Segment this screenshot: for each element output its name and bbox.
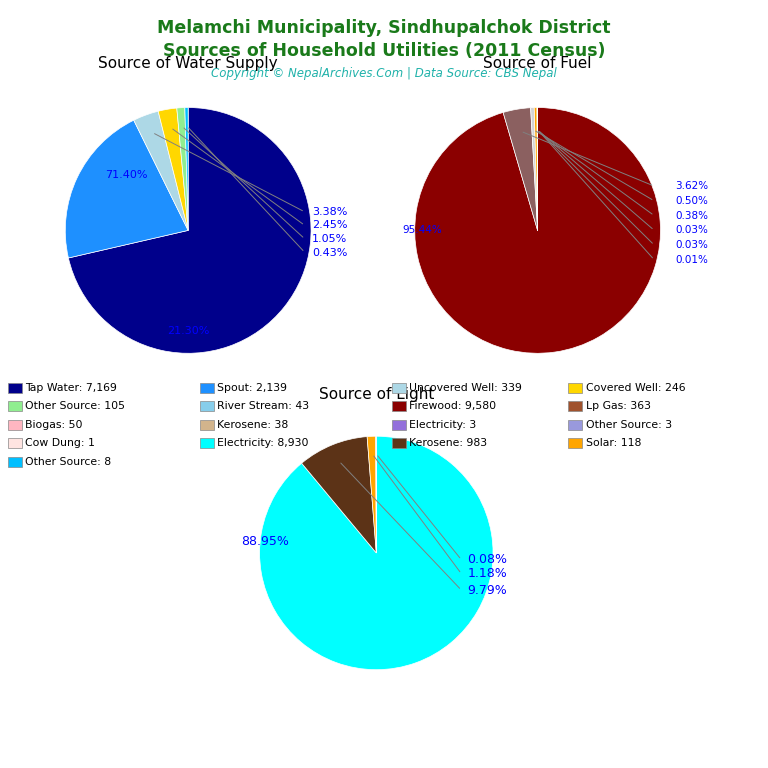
Text: Other Source: 3: Other Source: 3 (586, 419, 672, 430)
Text: Lp Gas: 363: Lp Gas: 363 (586, 401, 651, 412)
Text: Spout: 2,139: Spout: 2,139 (217, 382, 287, 393)
Text: 0.08%: 0.08% (468, 554, 508, 567)
Title: Source of Water Supply: Source of Water Supply (98, 57, 278, 71)
Text: Other Source: 8: Other Source: 8 (25, 456, 111, 467)
Wedge shape (531, 108, 538, 230)
Text: 3.62%: 3.62% (675, 181, 708, 191)
Text: 95.44%: 95.44% (402, 225, 442, 236)
Text: River Stream: 43: River Stream: 43 (217, 401, 310, 412)
Text: Kerosene: 38: Kerosene: 38 (217, 419, 289, 430)
Text: Cow Dung: 1: Cow Dung: 1 (25, 438, 95, 449)
Wedge shape (367, 436, 376, 553)
Title: Source of Fuel: Source of Fuel (483, 57, 592, 71)
Wedge shape (65, 121, 188, 258)
Text: 0.01%: 0.01% (675, 255, 708, 265)
Wedge shape (415, 108, 660, 353)
Text: Kerosene: 983: Kerosene: 983 (409, 438, 488, 449)
Text: 0.03%: 0.03% (675, 225, 708, 236)
Wedge shape (503, 108, 538, 230)
Text: 9.79%: 9.79% (468, 584, 507, 597)
Title: Source of Light: Source of Light (319, 387, 434, 402)
Wedge shape (158, 108, 188, 230)
Text: Other Source: 105: Other Source: 105 (25, 401, 125, 412)
Text: 71.40%: 71.40% (105, 170, 148, 180)
Wedge shape (260, 436, 493, 670)
Text: Firewood: 9,580: Firewood: 9,580 (409, 401, 496, 412)
Text: Uncovered Well: 339: Uncovered Well: 339 (409, 382, 522, 393)
Text: 0.38%: 0.38% (675, 210, 708, 220)
Wedge shape (134, 111, 188, 230)
Text: Electricity: 3: Electricity: 3 (409, 419, 477, 430)
Text: Sources of Household Utilities (2011 Census): Sources of Household Utilities (2011 Cen… (163, 42, 605, 60)
Wedge shape (302, 436, 376, 553)
Wedge shape (68, 108, 311, 353)
Text: Solar: 118: Solar: 118 (586, 438, 641, 449)
Text: Melamchi Municipality, Sindhupalchok District: Melamchi Municipality, Sindhupalchok Dis… (157, 19, 611, 37)
Wedge shape (177, 108, 188, 230)
Wedge shape (535, 108, 538, 230)
Text: 0.43%: 0.43% (312, 247, 347, 257)
Text: Biogas: 50: Biogas: 50 (25, 419, 83, 430)
Text: 21.30%: 21.30% (167, 326, 210, 336)
Text: Tap Water: 7,169: Tap Water: 7,169 (25, 382, 118, 393)
Text: 1.05%: 1.05% (312, 234, 347, 244)
Text: 3.38%: 3.38% (312, 207, 347, 217)
Text: Covered Well: 246: Covered Well: 246 (586, 382, 686, 393)
Text: Electricity: 8,930: Electricity: 8,930 (217, 438, 309, 449)
Text: Copyright © NepalArchives.Com | Data Source: CBS Nepal: Copyright © NepalArchives.Com | Data Sou… (211, 67, 557, 80)
Text: 88.95%: 88.95% (241, 535, 289, 548)
Text: 1.18%: 1.18% (468, 568, 507, 581)
Text: 0.03%: 0.03% (675, 240, 708, 250)
Text: 2.45%: 2.45% (312, 220, 347, 230)
Text: 0.50%: 0.50% (675, 196, 708, 206)
Wedge shape (185, 108, 188, 230)
